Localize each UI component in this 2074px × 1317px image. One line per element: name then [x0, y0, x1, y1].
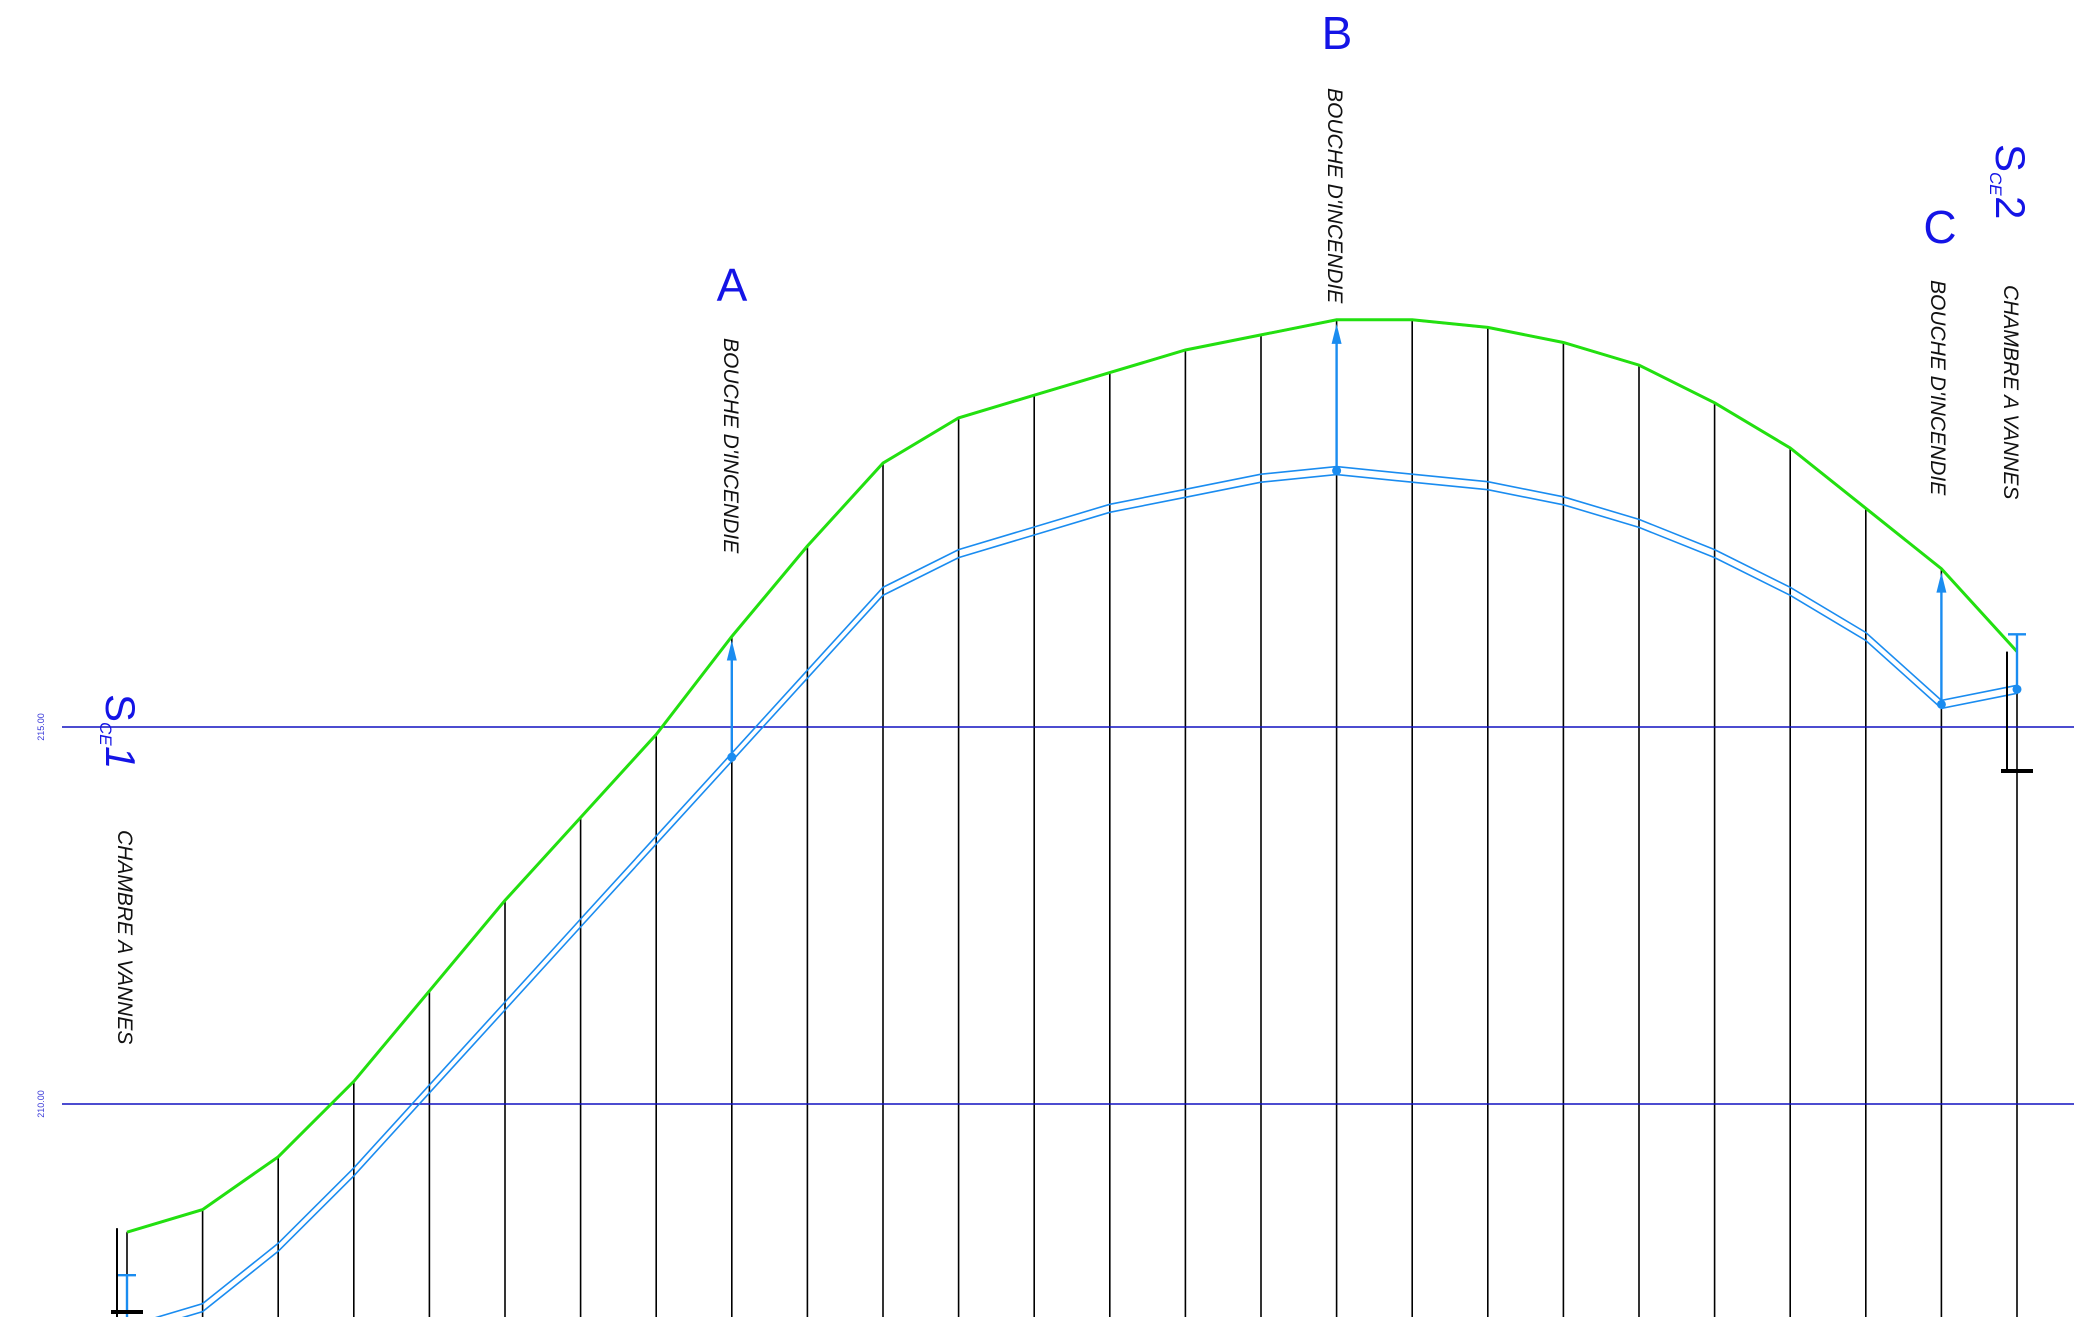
marker-a-head	[726, 640, 737, 661]
pipe-top-line	[154, 465, 2018, 1317]
station-verticals	[126, 319, 2018, 1317]
point-markers	[111, 323, 2033, 1317]
ground-red-line	[126, 318, 2018, 1234]
marker-c-head	[1936, 572, 1947, 593]
point-s1-note: CHAMBRE A VANNES	[113, 830, 136, 1044]
point-s1-letter: S	[97, 694, 144, 722]
marker-b-dot	[1332, 466, 1342, 476]
marker-b-head	[1331, 323, 1342, 344]
ground-lines	[126, 318, 2019, 1234]
point-s1-sub: CE	[96, 722, 115, 746]
point-s2-sub: CE	[1986, 172, 2005, 196]
point-b-letter: B	[1322, 7, 1353, 59]
reference-lines	[62, 726, 2074, 1105]
point-b-note: BOUCHE D'INCENDIE	[1323, 88, 1346, 304]
ground-green-line	[126, 318, 2019, 1234]
point-c-note: BOUCHE D'INCENDIE	[1926, 280, 1949, 496]
point-s2-num: 2	[1987, 196, 2034, 219]
pipe-bottom-line	[181, 473, 2018, 1317]
point-s1-num: 1	[97, 746, 144, 769]
point-s1-label: S CE 1	[96, 694, 144, 769]
pipe-double-line	[154, 465, 2018, 1317]
point-a-letter: A	[717, 259, 748, 311]
point-s2-letter: S	[1987, 144, 2034, 172]
marker-c-dot	[1936, 699, 1946, 709]
point-s2-label: S CE 2	[1986, 144, 2034, 219]
marker-s2-dot	[2012, 684, 2022, 694]
point-a-note: BOUCHE D'INCENDIE	[719, 338, 742, 554]
marker-a-dot	[727, 752, 737, 762]
point-s2-note: CHAMBRE A VANNES	[1999, 285, 2022, 499]
ref-label-215: 215.00	[36, 713, 46, 741]
ref-label-210: 210.00	[36, 1090, 46, 1118]
point-c-letter: C	[1923, 201, 1956, 253]
